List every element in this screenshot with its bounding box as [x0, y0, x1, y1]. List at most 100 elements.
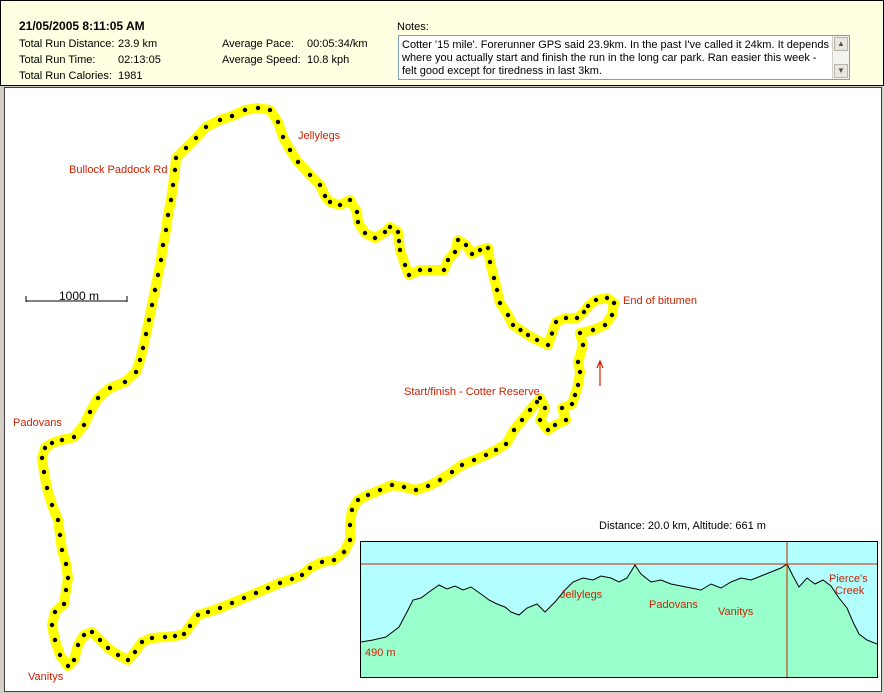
route-point	[327, 199, 333, 205]
route-point	[217, 605, 223, 611]
route-point	[115, 652, 121, 658]
route-point	[425, 483, 431, 489]
route-point	[362, 230, 368, 236]
route-point	[549, 331, 555, 336]
elevation-profile[interactable]: 490 m Jellylegs Padovans Vanitys Pierce'…	[360, 541, 878, 678]
route-point	[81, 632, 87, 638]
map-label-vanitys: Vanitys	[28, 671, 64, 683]
route-point	[593, 297, 599, 303]
route-point	[205, 609, 211, 615]
route-point	[347, 197, 353, 203]
route-point	[172, 633, 178, 639]
route-point	[63, 587, 69, 593]
route-point	[59, 437, 65, 443]
scroll-up-icon[interactable]: ▲	[834, 37, 848, 51]
route-point	[377, 487, 383, 493]
route-point	[275, 119, 281, 125]
route-point	[402, 262, 408, 268]
route-point	[322, 193, 328, 199]
route-point	[537, 417, 543, 423]
route-map-canvas: Jellylegs Bullock Paddock Rd End of bitu…	[13, 103, 697, 683]
direction-arrow-icon	[596, 359, 604, 386]
route-point	[89, 629, 95, 635]
route-point	[181, 631, 187, 637]
route-point	[140, 345, 146, 351]
profile-label-padovans: Padovans	[649, 599, 698, 611]
profile-label-creek: Creek	[835, 585, 865, 597]
route-point	[491, 275, 497, 281]
route-point	[519, 417, 525, 423]
route-point	[71, 434, 77, 440]
route-point	[441, 267, 447, 273]
route-point	[563, 417, 569, 423]
notes-textarea[interactable]: Cotter '15 mile'. Forerunner GPS said 23…	[398, 35, 850, 80]
route-point	[483, 452, 489, 458]
stat-distance: Total Run Distance:	[19, 38, 114, 50]
route-point	[289, 576, 295, 582]
route-point	[173, 155, 179, 161]
route-point	[137, 357, 143, 363]
route-point	[609, 312, 615, 318]
route-point	[503, 441, 509, 447]
stat-distance-value: 23.9 km	[118, 38, 158, 50]
route-point	[611, 300, 617, 306]
profile-label-pierces: Pierce's	[829, 573, 868, 585]
route-point	[81, 422, 87, 428]
run-datetime: 21/05/2005 8:11:05 AM	[19, 19, 145, 33]
route-point	[105, 645, 111, 651]
route-point	[125, 657, 131, 663]
route-point	[307, 172, 313, 178]
route-point	[497, 300, 503, 306]
route-point	[471, 457, 477, 463]
route-point	[193, 135, 199, 141]
route-point	[255, 105, 261, 111]
route-point	[295, 159, 301, 165]
route-point	[170, 182, 176, 188]
stat-calories-value: 1981	[118, 70, 143, 82]
route-point	[505, 312, 511, 318]
route-point	[299, 572, 305, 578]
route-point	[49, 440, 55, 446]
route-point	[459, 462, 465, 468]
route-point	[163, 227, 169, 233]
profile-label-vanitys: Vanitys	[718, 606, 754, 618]
route-point	[75, 642, 81, 648]
route-point	[354, 209, 360, 215]
route-point	[545, 342, 551, 348]
stat-label: Total Run Time:	[19, 54, 96, 66]
route-point	[229, 113, 235, 119]
route-point	[518, 327, 523, 333]
route-point	[57, 652, 63, 658]
route-point	[242, 107, 248, 113]
profile-label-jellylegs: Jellylegs	[560, 589, 603, 601]
route-point	[397, 247, 403, 253]
elevation-line	[361, 563, 877, 645]
route-map[interactable]: Jellylegs Bullock Paddock Rd End of bitu…	[4, 87, 882, 692]
route-point	[413, 487, 419, 493]
route-point	[437, 477, 443, 483]
route-point	[307, 565, 313, 571]
route-point	[187, 623, 193, 629]
route-point	[577, 330, 583, 336]
profile-label-min: 490 m	[365, 647, 396, 659]
route-point	[319, 559, 325, 565]
route-point	[477, 247, 483, 253]
route-point	[107, 385, 113, 391]
route-point	[133, 369, 139, 375]
route-point	[139, 639, 145, 645]
route-point	[143, 331, 149, 337]
stat-time: Total Run Time:	[19, 54, 95, 66]
route-point	[349, 507, 355, 513]
route-point	[585, 303, 591, 309]
route-point	[277, 580, 283, 586]
route-point	[267, 107, 273, 113]
route-point	[387, 224, 393, 230]
route-point	[545, 427, 551, 433]
route-point	[65, 575, 71, 581]
scroll-down-icon[interactable]: ▼	[834, 64, 848, 78]
notes-scrollbar[interactable]: ▲ ▼	[832, 36, 849, 79]
route-point	[525, 332, 531, 338]
route-point	[172, 167, 178, 173]
stat-speed-value: 10.8 kph	[307, 54, 350, 66]
map-label-end-of-bitumen: End of bitumen	[623, 295, 697, 307]
